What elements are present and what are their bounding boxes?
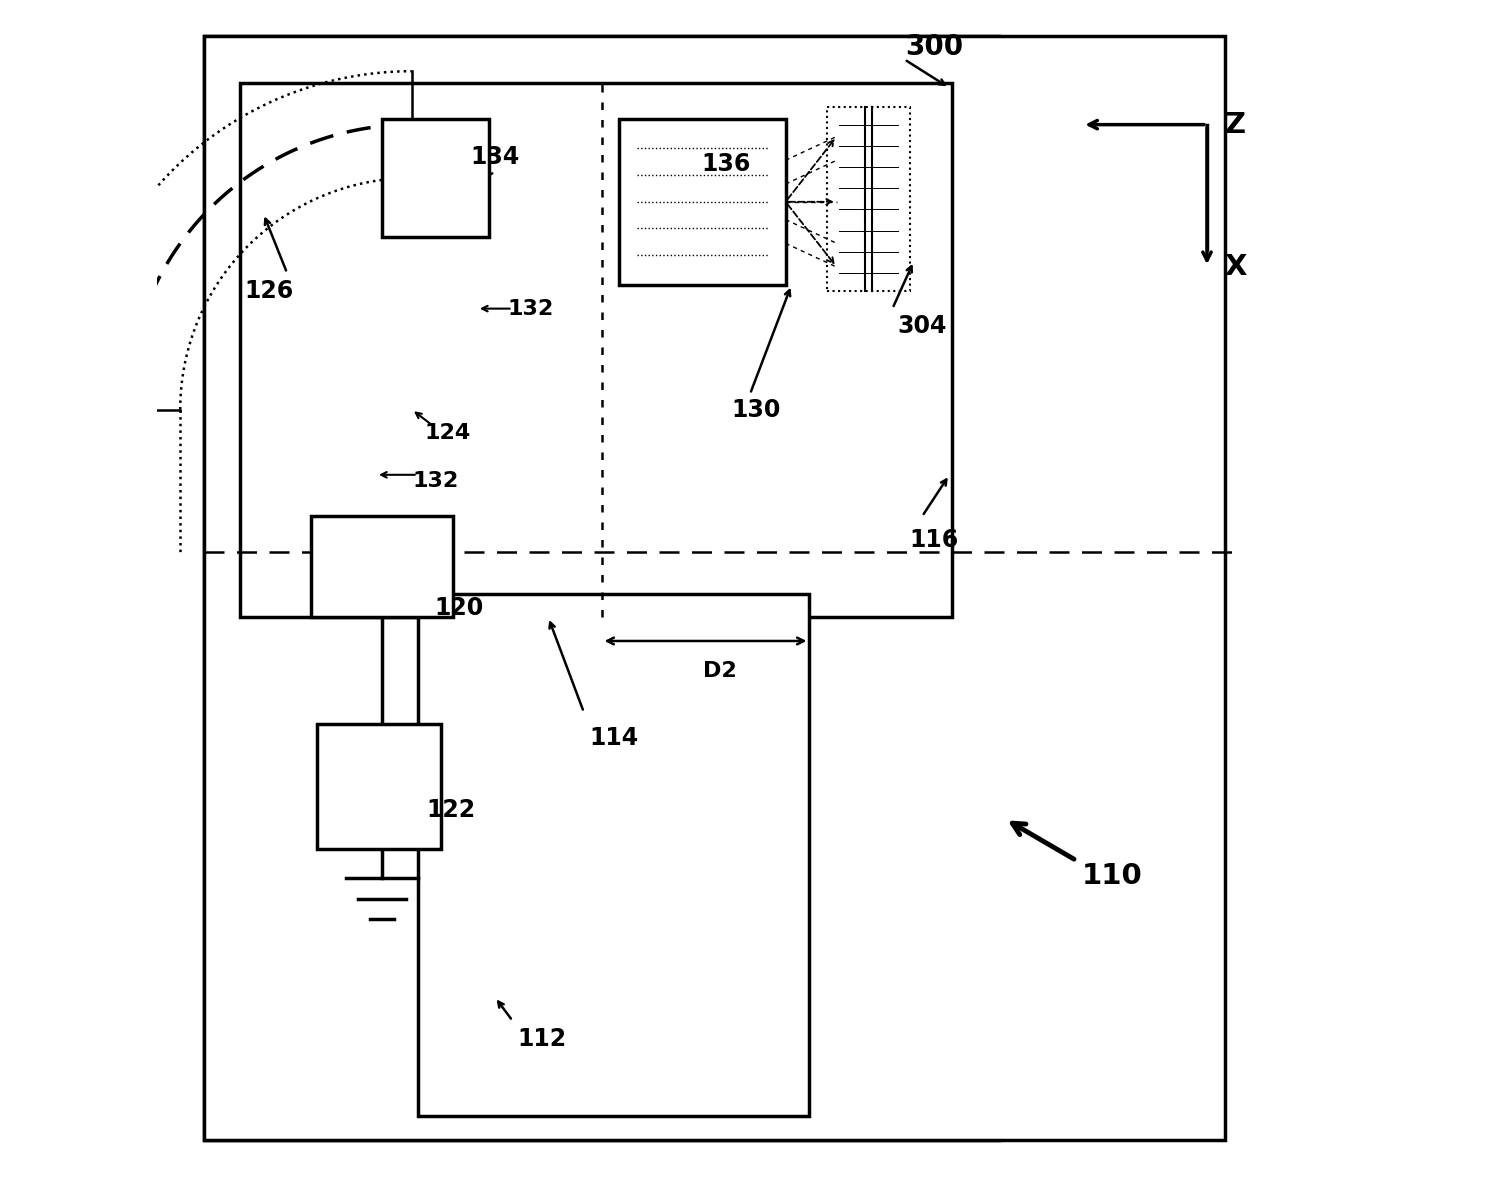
Bar — [204, 36, 1226, 1140]
Text: 120: 120 — [435, 596, 484, 620]
Bar — [310, 516, 453, 617]
Text: 132: 132 — [413, 471, 459, 490]
Text: 136: 136 — [702, 152, 752, 176]
Bar — [316, 724, 441, 849]
Bar — [382, 119, 489, 237]
Text: 114: 114 — [590, 726, 638, 750]
Text: 126: 126 — [244, 279, 294, 303]
Text: 130: 130 — [730, 398, 780, 421]
Bar — [204, 36, 999, 1140]
Text: X: X — [1226, 253, 1248, 281]
Bar — [827, 107, 910, 291]
Bar — [620, 119, 786, 285]
Text: Z: Z — [1226, 110, 1246, 139]
Bar — [417, 594, 810, 1116]
Text: 132: 132 — [507, 299, 554, 318]
Bar — [240, 83, 952, 617]
Text: 134: 134 — [470, 145, 519, 169]
Text: 124: 124 — [424, 424, 471, 443]
Text: D2: D2 — [704, 661, 736, 680]
Text: 304: 304 — [897, 315, 946, 338]
Text: 110: 110 — [1082, 862, 1143, 890]
Text: 112: 112 — [518, 1027, 567, 1050]
Text: 122: 122 — [426, 798, 476, 821]
Text: 300: 300 — [904, 33, 963, 62]
Text: 116: 116 — [909, 528, 958, 552]
